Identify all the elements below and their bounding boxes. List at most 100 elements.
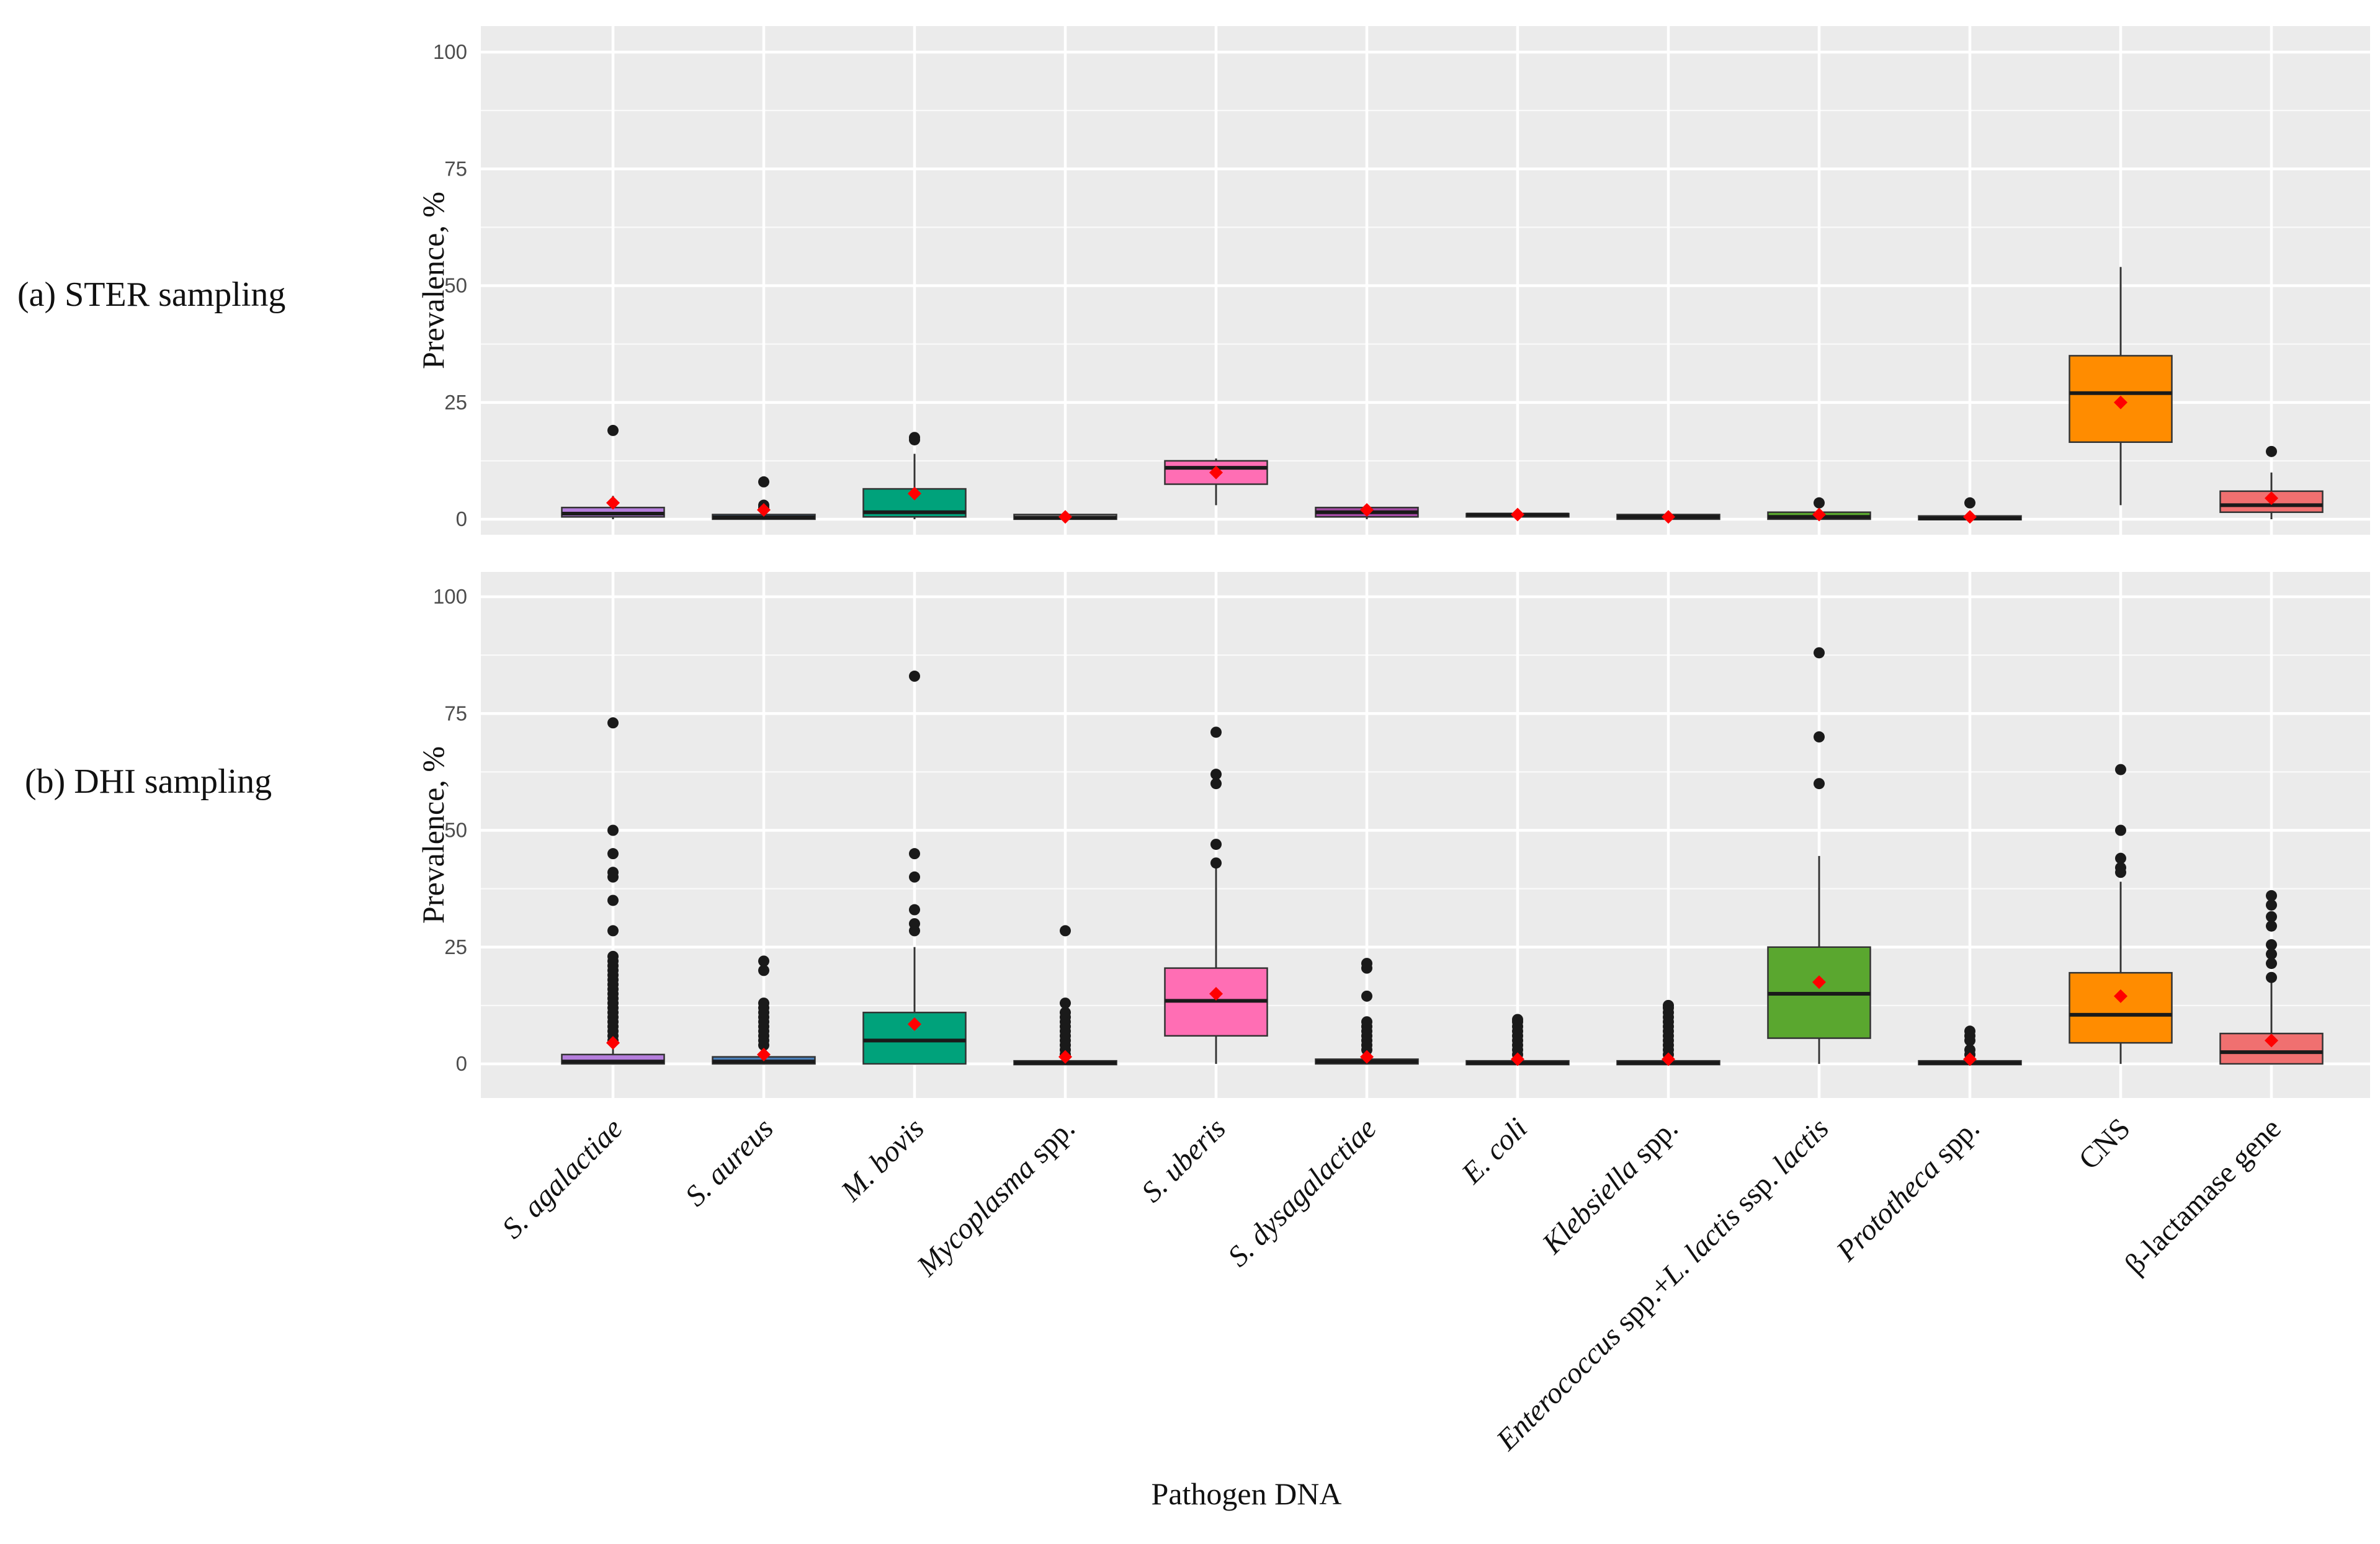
outlier-point bbox=[758, 965, 769, 976]
outlier-point bbox=[607, 925, 619, 937]
outlier-point bbox=[1814, 778, 1825, 790]
outlier-point bbox=[1210, 769, 1222, 780]
box-9 bbox=[1767, 497, 1871, 522]
outlier-point bbox=[758, 955, 769, 967]
x-tick-label-part: Klebsiella bbox=[1536, 1151, 1645, 1261]
outlier-point bbox=[607, 717, 619, 729]
x-tick-label-part: M. bovis bbox=[834, 1112, 931, 1208]
mean-marker bbox=[1662, 1052, 1675, 1066]
x-tick-label-3: M. bovis bbox=[834, 1112, 931, 1208]
outlier-point bbox=[607, 424, 619, 436]
box-3 bbox=[862, 432, 967, 519]
mean-marker bbox=[908, 486, 921, 501]
x-tick-label-part: S. agalactiae bbox=[496, 1112, 629, 1245]
outlier-point bbox=[2266, 445, 2277, 457]
mean-marker bbox=[2265, 1033, 2278, 1048]
box-5 bbox=[1164, 726, 1268, 1064]
x-tick-label-7: E. coli bbox=[1455, 1112, 1534, 1190]
mean-marker bbox=[1963, 510, 1977, 524]
panel-label-dhi: (b) DHI sampling bbox=[25, 762, 272, 801]
mean-marker bbox=[1058, 1050, 1072, 1064]
y-tick-label: 100 bbox=[433, 585, 467, 608]
panel-ster: 0 25 50 75 100 Prevalence, % bbox=[416, 26, 2370, 535]
box-10 bbox=[1918, 497, 2022, 524]
x-tick-label-part: Mycoplasma bbox=[910, 1151, 1042, 1283]
mean-marker bbox=[1209, 465, 1223, 480]
x-tick-label-5: S. uberis bbox=[1135, 1112, 1232, 1208]
mean-marker bbox=[1511, 507, 1524, 522]
box-6 bbox=[1315, 502, 1419, 519]
outlier-point bbox=[2266, 948, 2277, 960]
x-tick-label-part: Prototheca bbox=[1830, 1151, 1946, 1268]
outlier-point bbox=[1361, 1016, 1372, 1028]
outlier-point bbox=[1663, 999, 1674, 1011]
outlier-point bbox=[607, 895, 619, 906]
mean-marker bbox=[1209, 987, 1223, 1001]
outlier-point bbox=[2115, 862, 2126, 873]
mean-marker bbox=[1511, 1052, 1524, 1066]
outlier-point bbox=[1210, 857, 1222, 869]
box-4 bbox=[1013, 925, 1117, 1066]
outlier-point bbox=[1814, 647, 1825, 659]
mean-marker bbox=[1058, 510, 1072, 524]
y-tick-label: 100 bbox=[433, 40, 467, 63]
box-8 bbox=[1616, 999, 1720, 1066]
outlier-point bbox=[1964, 1025, 1975, 1037]
outlier-point bbox=[1814, 497, 1825, 509]
outlier-point bbox=[1060, 997, 1071, 1009]
x-tick-label-2: S. aureus bbox=[679, 1112, 780, 1213]
mean-marker bbox=[2114, 989, 2127, 1003]
mean-marker bbox=[1963, 1052, 1977, 1066]
box-2 bbox=[712, 955, 816, 1065]
outlier-point bbox=[2266, 958, 2277, 970]
x-tick-label-part: S. uberis bbox=[1135, 1112, 1232, 1208]
y-tick-label: 25 bbox=[444, 935, 467, 958]
mean-marker bbox=[2114, 395, 2127, 409]
outlier-point bbox=[1210, 839, 1222, 850]
y-tick-label: 0 bbox=[456, 1052, 467, 1075]
panel-background bbox=[481, 572, 2370, 1098]
mean-marker bbox=[606, 496, 620, 510]
outlier-point bbox=[2266, 911, 2277, 922]
outlier-point bbox=[2266, 971, 2277, 983]
x-tick-label-6: S. dysagalactiae bbox=[1222, 1112, 1383, 1273]
x-tick-label-part: β-lactamase gene bbox=[2118, 1112, 2287, 1280]
outlier-point bbox=[758, 476, 769, 488]
box-11 bbox=[2069, 764, 2173, 1064]
outlier-point bbox=[2115, 764, 2126, 775]
outlier-point bbox=[2266, 939, 2277, 950]
box-10 bbox=[1918, 1025, 2022, 1066]
mean-marker bbox=[757, 1047, 771, 1061]
x-tick-label-part: E. coli bbox=[1455, 1112, 1534, 1190]
x-tick-label-part: L. lactis bbox=[1655, 1200, 1747, 1292]
outlier-point bbox=[1210, 726, 1222, 738]
x-tick-label-part: Enterococcus bbox=[1490, 1319, 1627, 1457]
panel-label-ster: (a) STER sampling bbox=[17, 275, 285, 314]
mean-marker bbox=[908, 1017, 921, 1031]
mean-marker bbox=[1662, 510, 1675, 524]
box-5 bbox=[1164, 458, 1268, 506]
x-tick-label-1: S. agalactiae bbox=[496, 1112, 629, 1245]
outlier-point bbox=[2266, 890, 2277, 901]
mean-marker bbox=[757, 502, 771, 517]
y-tick-label: 75 bbox=[444, 702, 467, 725]
box-1 bbox=[561, 717, 665, 1065]
x-tick-label-part: S. aureus bbox=[679, 1112, 780, 1213]
outlier-point bbox=[1361, 958, 1372, 970]
x-tick-label-10: Prototheca spp. bbox=[1830, 1112, 1986, 1268]
outlier-point bbox=[909, 432, 920, 444]
box-8 bbox=[1616, 510, 1720, 524]
box-7 bbox=[1465, 1014, 1570, 1066]
mean-marker bbox=[606, 1036, 620, 1050]
box-12 bbox=[2219, 890, 2324, 1065]
mean-marker bbox=[1360, 502, 1374, 517]
mean-marker bbox=[1812, 975, 1826, 989]
mean-marker bbox=[1812, 507, 1826, 522]
mean-marker bbox=[1360, 1050, 1374, 1064]
outlier-point bbox=[1964, 1044, 1975, 1056]
y-tick-label: 75 bbox=[444, 157, 467, 180]
outlier-point bbox=[909, 871, 920, 883]
outlier-point bbox=[909, 918, 920, 930]
outlier-point bbox=[1964, 497, 1975, 509]
